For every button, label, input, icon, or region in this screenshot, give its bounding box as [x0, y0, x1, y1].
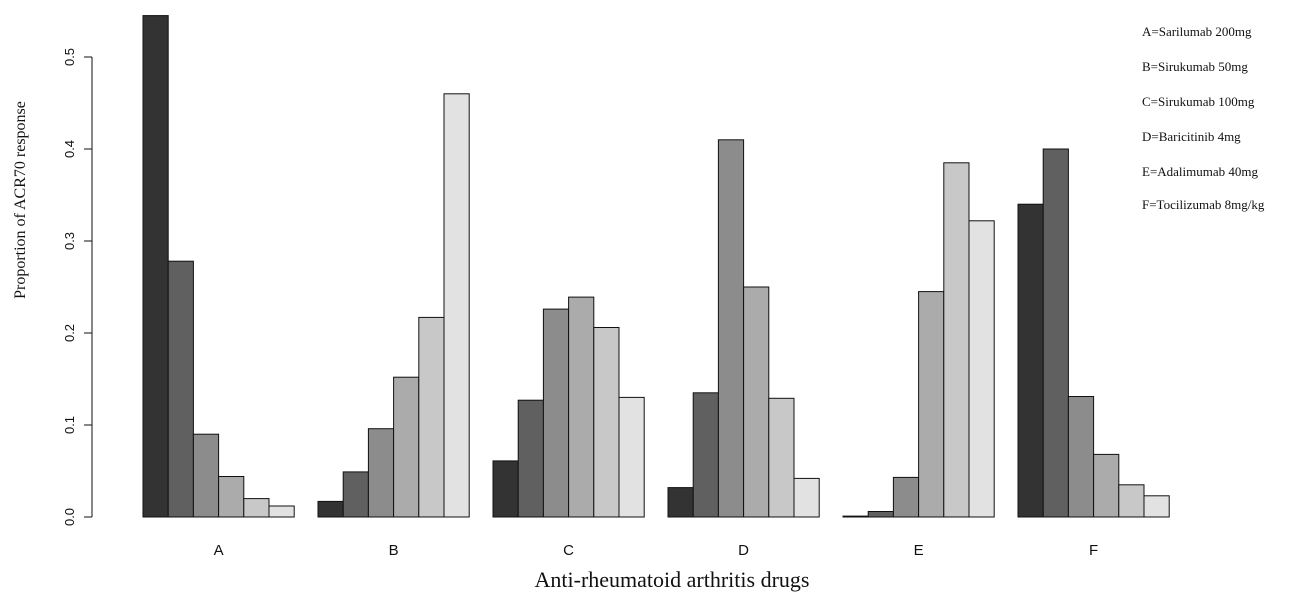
- y-tick-label: 0.4: [62, 140, 77, 158]
- bar-e-3: [892, 476, 920, 518]
- x-tick-label-e: E: [914, 542, 924, 559]
- bar-c-4: [568, 296, 595, 518]
- bar-b-6: [443, 93, 470, 518]
- bars-group: [142, 15, 1170, 518]
- bar-f-3: [1067, 396, 1095, 518]
- y-tick-label: 0.2: [62, 324, 77, 342]
- y-tick-label: 0.3: [62, 232, 77, 250]
- y-tick-label: 0.5: [62, 48, 77, 66]
- bar-a-1: [142, 15, 169, 518]
- bar-f-4: [1093, 453, 1120, 518]
- bar-f-5: [1118, 484, 1145, 518]
- bar-b-5: [418, 316, 445, 518]
- bar-c-6: [618, 396, 645, 518]
- legend-entry-a: A=Sarilumab 200mg: [1142, 24, 1252, 39]
- bar-d-2: [692, 392, 719, 518]
- x-axis-title: Anti-rheumatoid arthritis drugs: [535, 567, 810, 592]
- bar-e-2: [867, 511, 894, 518]
- bar-d-5: [768, 397, 795, 518]
- y-tick-label: 0.0: [62, 508, 77, 526]
- bar-b-3: [367, 428, 395, 518]
- bar-a-3: [192, 433, 220, 518]
- bar-c-5: [593, 327, 620, 518]
- x-axis-ticks: A B C D E F: [214, 542, 1099, 559]
- bar-a-4: [218, 476, 245, 518]
- bar-a-6: [268, 505, 295, 518]
- x-tick-label-f: F: [1089, 542, 1098, 559]
- bar-b-1: [317, 500, 344, 518]
- bar-f-6: [1143, 495, 1170, 518]
- bar-e-4: [918, 291, 945, 518]
- bar-b-2: [342, 471, 369, 518]
- bar-c-1: [492, 460, 519, 518]
- bar-d-1: [667, 487, 694, 518]
- bar-e-5: [943, 162, 970, 518]
- bar-e-1: [842, 515, 869, 518]
- bar-d-4: [743, 286, 770, 518]
- bar-f-1: [1017, 203, 1044, 518]
- bar-b-4: [393, 376, 420, 518]
- y-axis-ticks: 0.0 0.1 0.2 0.3 0.4 0.5: [62, 48, 92, 526]
- legend-entry-f: F=Tocilizumab 8mg/kg: [1142, 197, 1265, 212]
- x-tick-label-c: C: [563, 542, 574, 559]
- bar-c-2: [517, 399, 544, 518]
- bar-f-2: [1042, 148, 1069, 518]
- legend-entry-e: E=Adalimumab 40mg: [1142, 164, 1259, 179]
- bar-a-5: [243, 498, 270, 518]
- x-tick-label-a: A: [214, 542, 224, 559]
- y-tick-label: 0.1: [62, 416, 77, 434]
- bar-d-6: [793, 477, 820, 518]
- y-axis-title: Proportion of ACR70 response: [12, 101, 29, 299]
- x-tick-label-d: D: [738, 542, 749, 559]
- bar-a-2: [167, 260, 194, 518]
- x-tick-label-b: B: [389, 542, 399, 559]
- legend-entry-b: B=Sirukumab 50mg: [1142, 59, 1248, 74]
- legend-entry-c: C=Sirukumab 100mg: [1142, 94, 1255, 109]
- legend-entry-d: D=Baricitinib 4mg: [1142, 129, 1241, 144]
- bar-e-6: [968, 220, 995, 518]
- bar-d-3: [717, 139, 745, 518]
- bar-c-3: [542, 308, 570, 518]
